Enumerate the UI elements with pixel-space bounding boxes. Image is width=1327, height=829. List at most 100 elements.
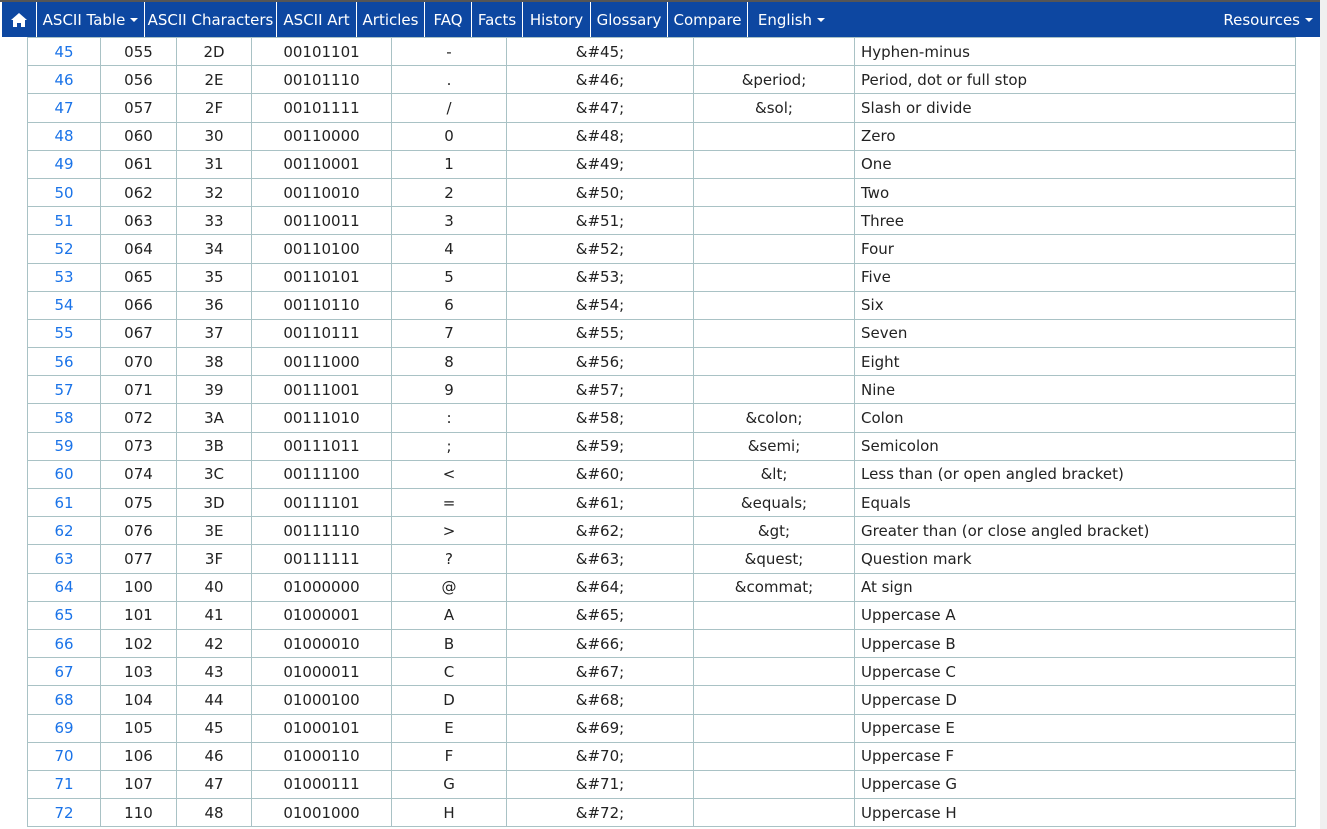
- binary-cell: 00110100: [251, 234, 392, 264]
- nav-label: ASCII Characters: [147, 10, 274, 29]
- octal-cell: 062: [100, 177, 177, 208]
- html-name-cell: [693, 600, 855, 630]
- nav-resources[interactable]: Resources: [1216, 2, 1320, 37]
- decimal-cell[interactable]: 59: [27, 431, 101, 461]
- html-name-cell: [693, 234, 855, 264]
- decimal-cell[interactable]: 54: [27, 290, 101, 320]
- html-number-cell: &#56;: [506, 347, 694, 377]
- html-name-cell: [693, 375, 855, 405]
- decimal-cell[interactable]: 66: [27, 628, 101, 659]
- html-number-cell: &#57;: [506, 375, 694, 405]
- octal-cell: 100: [100, 572, 177, 602]
- description-cell: Uppercase C: [854, 657, 1296, 687]
- decimal-cell[interactable]: 70: [27, 741, 101, 771]
- description-cell: Period, dot or full stop: [854, 65, 1296, 95]
- nav-label: ASCII Table: [42, 10, 126, 29]
- table-row: 57 071 39 00111001 9 &#57; Nine: [27, 375, 1296, 405]
- html-name-cell: &quest;: [693, 544, 855, 574]
- decimal-cell[interactable]: 56: [27, 347, 101, 377]
- symbol-cell: ?: [391, 544, 507, 574]
- octal-cell: 076: [100, 516, 177, 546]
- html-number-cell: &#54;: [506, 290, 694, 320]
- html-name-cell: [693, 262, 855, 292]
- html-number-cell: &#70;: [506, 741, 694, 771]
- decimal-cell[interactable]: 67: [27, 657, 101, 687]
- binary-cell: 00101110: [251, 65, 392, 95]
- html-number-cell: &#72;: [506, 798, 694, 828]
- decimal-cell[interactable]: 46: [27, 65, 101, 95]
- binary-cell: 00110011: [251, 206, 392, 236]
- decimal-cell[interactable]: 68: [27, 685, 101, 715]
- html-number-cell: &#68;: [506, 685, 694, 715]
- html-number-cell: &#62;: [506, 516, 694, 546]
- nav-english[interactable]: English: [748, 2, 835, 37]
- nav-label: History: [529, 10, 584, 29]
- decimal-cell[interactable]: 49: [27, 149, 101, 179]
- octal-cell: 066: [100, 290, 177, 320]
- nav-faq[interactable]: FAQ: [425, 2, 472, 37]
- decimal-cell[interactable]: 72: [27, 798, 101, 828]
- binary-cell: 00110001: [251, 149, 392, 179]
- binary-cell: 00111001: [251, 375, 392, 405]
- decimal-cell[interactable]: 71: [27, 769, 101, 800]
- octal-cell: 104: [100, 685, 177, 715]
- nav-ascii-art[interactable]: ASCII Art: [277, 2, 357, 37]
- octal-cell: 064: [100, 234, 177, 264]
- html-number-cell: &#60;: [506, 459, 694, 490]
- top-navbar: ASCII Table ASCII Characters ASCII Art Arti…: [2, 2, 1320, 37]
- symbol-cell: 6: [391, 290, 507, 320]
- html-name-cell: &sol;: [693, 93, 855, 123]
- home-button[interactable]: [2, 2, 37, 37]
- decimal-cell[interactable]: 55: [27, 318, 101, 349]
- hex-cell: 39: [176, 375, 252, 405]
- decimal-cell[interactable]: 61: [27, 487, 101, 518]
- decimal-cell[interactable]: 64: [27, 572, 101, 602]
- description-cell: Greater than (or close angled bracket): [854, 516, 1296, 546]
- decimal-cell[interactable]: 50: [27, 177, 101, 208]
- description-cell: At sign: [854, 572, 1296, 602]
- nav-history[interactable]: History: [523, 2, 591, 37]
- octal-cell: 065: [100, 262, 177, 292]
- binary-cell: 00111111: [251, 544, 392, 574]
- nav-articles[interactable]: Articles: [357, 2, 425, 37]
- symbol-cell: A: [391, 600, 507, 630]
- decimal-cell[interactable]: 57: [27, 375, 101, 405]
- binary-cell: 01000111: [251, 769, 392, 800]
- octal-cell: 055: [100, 36, 177, 67]
- decimal-cell[interactable]: 47: [27, 93, 101, 123]
- nav-glossary[interactable]: Glossary: [591, 2, 668, 37]
- decimal-cell[interactable]: 60: [27, 459, 101, 490]
- html-name-cell: [693, 769, 855, 800]
- decimal-cell[interactable]: 58: [27, 403, 101, 433]
- hex-cell: 2D: [176, 36, 252, 67]
- html-number-cell: &#47;: [506, 93, 694, 123]
- symbol-cell: :: [391, 403, 507, 433]
- table-row: 45 055 2D 00101101- &#45; Hyphen-minus: [27, 36, 1296, 67]
- octal-cell: 070: [100, 347, 177, 377]
- table-row: 48 060 30 00110000 0 &#48; Zero: [27, 121, 1296, 151]
- octal-cell: 056: [100, 65, 177, 95]
- nav-ascii-table[interactable]: ASCII Table: [37, 2, 145, 37]
- nav-facts[interactable]: Facts: [472, 2, 523, 37]
- decimal-cell[interactable]: 45: [27, 36, 101, 67]
- decimal-cell[interactable]: 48: [27, 121, 101, 151]
- decimal-cell[interactable]: 69: [27, 713, 101, 743]
- nav-compare[interactable]: Compare: [668, 2, 748, 37]
- nav-ascii-characters[interactable]: ASCII Characters: [145, 2, 277, 37]
- decimal-cell[interactable]: 62: [27, 516, 101, 546]
- decimal-cell[interactable]: 51: [27, 206, 101, 236]
- decimal-cell[interactable]: 52: [27, 234, 101, 264]
- binary-cell: 01000001: [251, 600, 392, 630]
- decimal-cell[interactable]: 63: [27, 544, 101, 574]
- octal-cell: 110: [100, 798, 177, 828]
- octal-cell: 077: [100, 544, 177, 574]
- octal-cell: 057: [100, 93, 177, 123]
- table-row: 69 105 45 01000101 E &#69; Uppercase E: [27, 713, 1296, 743]
- binary-cell: 00110110: [251, 290, 392, 320]
- decimal-cell[interactable]: 65: [27, 600, 101, 630]
- decimal-cell[interactable]: 53: [27, 262, 101, 292]
- caret-down-icon: [1305, 17, 1313, 22]
- scrollbar[interactable]: [1320, 0, 1327, 829]
- html-number-cell: &#55;: [506, 318, 694, 349]
- symbol-cell: D: [391, 685, 507, 715]
